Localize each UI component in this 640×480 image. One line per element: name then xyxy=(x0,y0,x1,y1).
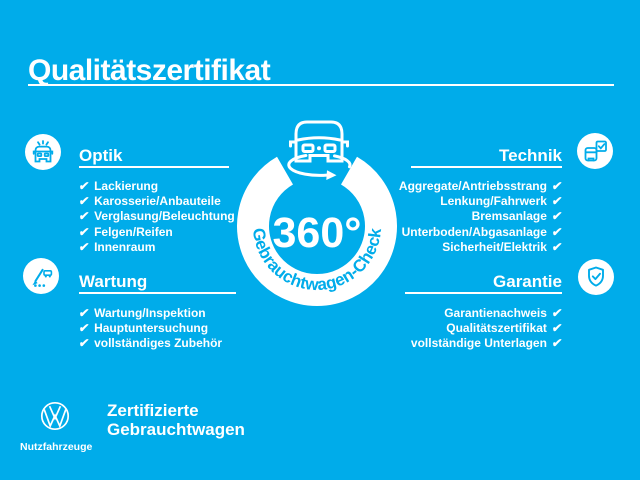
section-title-technik: Technik xyxy=(499,146,562,165)
ring-graphic: 360° Gebrauchtwagen-Check xyxy=(237,120,397,306)
footer-tagline: Zertifizierte Gebrauchtwagen xyxy=(107,401,245,439)
checklist-item: ✔ Wartung/Inspektion xyxy=(78,305,222,320)
garantie-checklist: Garantienachweis ✔ Qualitätszertifikat ✔ v… xyxy=(410,305,563,351)
wartung-checklist: ✔ Wartung/Inspektion ✔ Hauptuntersuchung ✔… xyxy=(78,305,223,351)
check-icon: ✔ xyxy=(78,305,91,320)
checklist-item-label: Verglasung/Beleuchtung xyxy=(94,209,235,224)
checklist-item-label: Innenraum xyxy=(94,239,156,254)
ring-arc xyxy=(237,156,397,306)
checklist-item-label: Sicherheit/Elektrik xyxy=(442,239,547,254)
checklist-item: Aggregate/Antriebsstrang ✔ xyxy=(398,178,563,193)
checklist-item-label: vollständige Unterlagen xyxy=(410,336,547,351)
page-title: Qualitätszertifikat xyxy=(28,54,271,88)
checklist-item: ✔ Verglasung/Beleuchtung xyxy=(78,209,235,224)
checklist-item-label: Lenkung/Fahrwerk xyxy=(440,193,547,208)
checklist-item: Unterboden/Abgasanlage ✔ xyxy=(399,224,563,239)
check-icon: ✔ xyxy=(550,336,563,351)
checklist-item: Garantienachweis ✔ xyxy=(411,305,563,320)
check-icon: ✔ xyxy=(550,320,563,335)
checklist-item: Qualitätszertifikat ✔ xyxy=(411,320,563,335)
check-icon: ✔ xyxy=(550,305,563,320)
shield-check-icon xyxy=(578,259,614,295)
checklist-item-label: Aggregate/Antriebsstrang xyxy=(398,178,547,193)
checklist-item: Bremsanlage ✔ xyxy=(399,209,563,224)
check-icon: ✔ xyxy=(78,239,91,254)
check-icon: ✔ xyxy=(78,209,91,224)
checklist-item-label: Bremsanlage xyxy=(471,209,547,224)
check-icon: ✔ xyxy=(550,224,563,239)
check-icon: ✔ xyxy=(78,336,91,351)
section-title-garantie: Garantie xyxy=(493,272,562,291)
check-icon: ✔ xyxy=(550,239,563,254)
garantie-divider xyxy=(405,292,562,294)
tagline-line2: Gebrauchtwagen xyxy=(107,419,245,439)
checklist-item: Sicherheit/Elektrik ✔ xyxy=(399,239,563,254)
car-shine-icon xyxy=(25,134,61,170)
check-icon: ✔ xyxy=(550,209,563,224)
car-checklist-icon xyxy=(577,133,613,169)
wartung-divider xyxy=(79,292,236,294)
checklist-item-label: Hauptuntersuchung xyxy=(94,320,209,335)
section-title-wartung: Wartung xyxy=(79,272,148,291)
degrees-label: 360° xyxy=(273,209,362,257)
checklist-item-label: Karosserie/Anbauteile xyxy=(94,193,221,208)
section-title-optik: Optik xyxy=(79,146,123,165)
check-icon: ✔ xyxy=(78,320,91,335)
checklist-item: ✔ vollständiges Zubehör xyxy=(78,336,223,351)
checklist-item: ✔ Lackierung xyxy=(78,178,235,193)
check-icon: ✔ xyxy=(78,193,91,208)
brand-sub-label: Nutzfahrzeuge xyxy=(20,441,93,453)
title-divider xyxy=(28,84,614,86)
checklist-item-label: Qualitätszertifikat xyxy=(446,320,547,335)
car-rotation-icon xyxy=(287,120,352,180)
checklist-item-label: Garantienachweis xyxy=(444,305,547,320)
checklist-item-label: Wartung/Inspektion xyxy=(94,305,206,320)
checklist-item-label: vollständiges Zubehör xyxy=(94,336,223,351)
check-icon: ✔ xyxy=(78,224,91,239)
optik-checklist: ✔ Lackierung ✔ Karosserie/Anbauteile ✔ Verg… xyxy=(78,178,235,254)
checklist-item: vollständige Unterlagen ✔ xyxy=(410,336,563,351)
check-icon: ✔ xyxy=(550,178,563,193)
checklist-item-label: Unterboden/Abgasanlage xyxy=(401,224,547,239)
center-360-medallion: 360° Gebrauchtwagen-Check xyxy=(217,100,417,315)
checklist-item: ✔ Innenraum xyxy=(78,239,235,254)
checklist-item-label: Lackierung xyxy=(94,178,159,193)
checklist-item-label: Felgen/Reifen xyxy=(94,224,173,239)
checklist-item: Lenkung/Fahrwerk ✔ xyxy=(399,193,563,208)
tagline-line1: Zertifizierte xyxy=(107,401,199,420)
technik-divider xyxy=(411,166,562,168)
check-icon: ✔ xyxy=(550,193,563,208)
technik-checklist: Aggregate/Antriebsstrang ✔ Lenkung/Fahrwe… xyxy=(398,178,563,254)
checklist-item: ✔ Hauptuntersuchung xyxy=(78,320,222,335)
check-icon: ✔ xyxy=(78,178,91,193)
vw-logo xyxy=(38,399,72,433)
service-note-icon xyxy=(23,258,59,294)
checklist-item: ✔ Felgen/Reifen xyxy=(78,224,235,239)
checklist-item: ✔ Karosserie/Anbauteile xyxy=(78,193,235,208)
optik-divider xyxy=(79,166,229,168)
